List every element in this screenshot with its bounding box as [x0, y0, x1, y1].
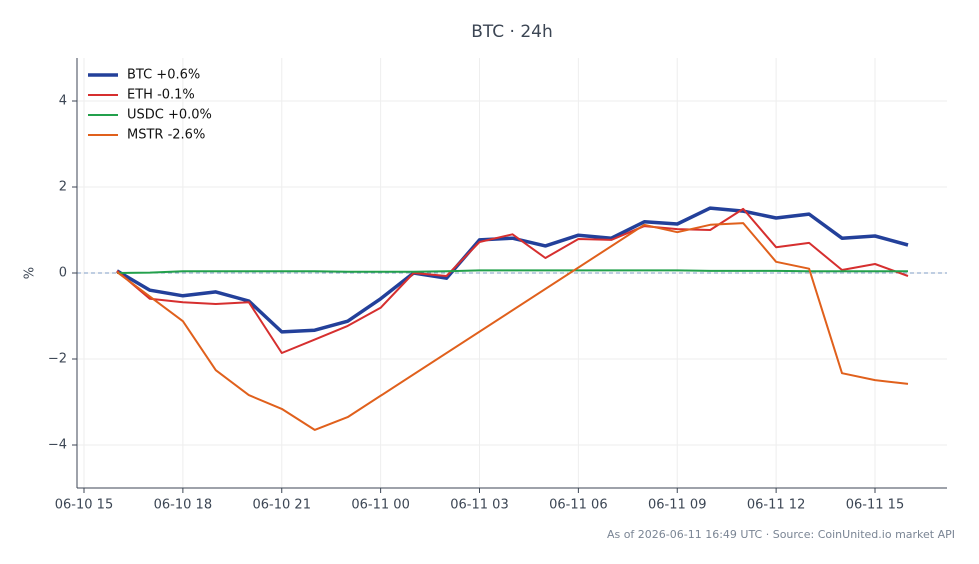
- y-tick-label: 2: [59, 180, 67, 195]
- x-tick-label: 06-11 06: [549, 498, 607, 513]
- x-tick-label: 06-11 00: [351, 498, 409, 513]
- legend-label: ETH -0.1%: [127, 88, 195, 103]
- series-line: [116, 222, 909, 431]
- x-tick-label: 06-10 15: [55, 498, 113, 513]
- legend-label: USDC +0.0%: [127, 108, 212, 123]
- y-axis-label: %: [23, 267, 38, 279]
- series-line: [116, 206, 909, 334]
- x-tick-label: 06-11 09: [648, 498, 706, 513]
- series-line: [116, 207, 909, 354]
- y-tick-label: −4: [48, 438, 67, 453]
- chart-title: BTC · 24h: [471, 22, 553, 42]
- y-tick-label: 0: [59, 266, 67, 281]
- y-tick-label: 4: [59, 94, 67, 109]
- x-tick-label: 06-10 18: [154, 498, 212, 513]
- y-tick-label: −2: [48, 352, 67, 367]
- x-tick-label: 06-10 21: [253, 498, 311, 513]
- x-tick-label: 06-11 03: [450, 498, 508, 513]
- series-line: [116, 269, 908, 274]
- legend-label: BTC +0.6%: [127, 68, 200, 83]
- x-tick-label: 06-11 12: [747, 498, 805, 513]
- x-tick-label: 06-11 15: [846, 498, 904, 513]
- footer: As of 2026-06-11 16:49 UTC · Source: Coi…: [607, 528, 955, 541]
- legend-label: MSTR -2.6%: [127, 128, 205, 143]
